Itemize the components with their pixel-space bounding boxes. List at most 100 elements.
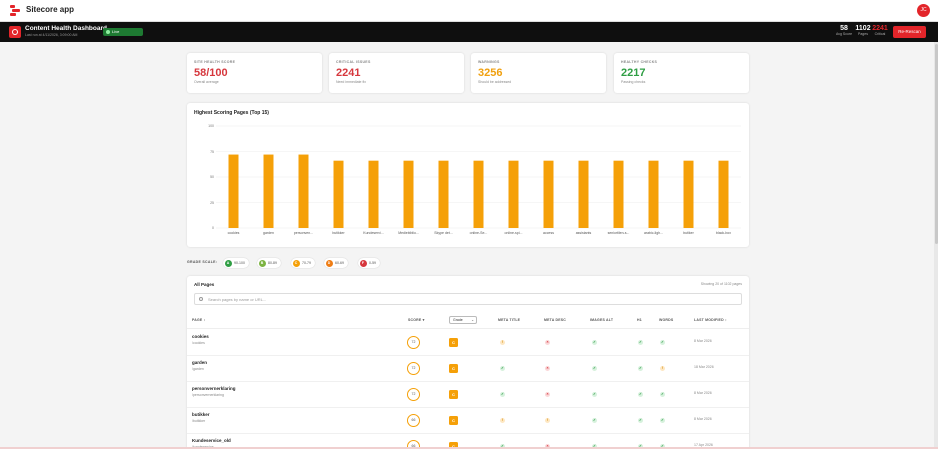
bar[interactable] bbox=[333, 160, 344, 228]
cross-icon: × bbox=[545, 366, 550, 371]
y-tick-label: 25 bbox=[210, 200, 214, 205]
stat-card-label: HEALTHY CHECKS bbox=[621, 60, 658, 64]
check-icon: ✓ bbox=[592, 366, 597, 371]
warning-icon: ! bbox=[660, 366, 665, 371]
check-icon: ✓ bbox=[500, 392, 505, 397]
bar[interactable] bbox=[718, 160, 729, 228]
bottom-edge bbox=[0, 447, 938, 449]
grade-scale-label: GRADE SCALE: bbox=[187, 260, 218, 264]
page-name[interactable]: butikker bbox=[192, 412, 210, 417]
grade-chip-b: B 80-89 bbox=[257, 258, 281, 268]
stat-card-subtext: Overall average bbox=[194, 80, 219, 84]
header-divider bbox=[187, 328, 749, 329]
bar[interactable] bbox=[298, 154, 309, 228]
stat-card-critical-issues: CRITICAL ISSUES 2241 Need immediate fix bbox=[329, 53, 464, 93]
x-tick-label: online-Se... bbox=[469, 231, 488, 235]
bar[interactable] bbox=[438, 160, 449, 228]
stat-card-healthy-checks: HEALTHY CHECKS 2217 Passing checks bbox=[614, 53, 749, 93]
bar[interactable] bbox=[578, 160, 589, 228]
app-bar: Sitecore app JC bbox=[0, 0, 938, 22]
table-row[interactable]: personvernerklaring/personvernerklaring 7… bbox=[187, 382, 749, 408]
check-icon: ✓ bbox=[638, 340, 643, 345]
column-header-meta-desc[interactable]: META DESC bbox=[544, 318, 567, 322]
page-name[interactable]: garden bbox=[192, 360, 208, 365]
page-name[interactable]: Kundeservice_old bbox=[192, 438, 231, 443]
stat-card-value: 2217 bbox=[621, 67, 646, 79]
bar[interactable] bbox=[403, 160, 414, 228]
grade-letter: C bbox=[292, 259, 300, 267]
scrollbar-thumb[interactable] bbox=[934, 44, 938, 244]
stat-card-site-health: SITE HEALTH SCORE 58/100 Overall average bbox=[187, 53, 322, 93]
dashboard-header: Content Health Dashboard Last run at 4/1… bbox=[0, 22, 938, 42]
check-icon: ✓ bbox=[638, 444, 643, 449]
grade-badge: C bbox=[449, 364, 458, 373]
page-path: /garden bbox=[192, 367, 204, 371]
x-tick-label: garden bbox=[263, 231, 274, 235]
check-icon: ✓ bbox=[592, 340, 597, 345]
bar[interactable] bbox=[508, 160, 519, 228]
bar[interactable] bbox=[473, 160, 484, 228]
grade-range: 70-79 bbox=[302, 261, 311, 265]
stat-card-label: WARNINGS bbox=[478, 60, 500, 64]
grade-badge: C bbox=[449, 390, 458, 399]
check-icon: ✓ bbox=[500, 444, 505, 449]
column-header-h1[interactable]: H1 bbox=[637, 318, 642, 322]
warning-icon: ! bbox=[500, 418, 505, 423]
grade-letter: B bbox=[258, 259, 266, 267]
column-header-images-alt[interactable]: IMAGES ALT bbox=[590, 318, 614, 322]
stat-card-value: 3256 bbox=[478, 67, 503, 79]
check-icon: ✓ bbox=[638, 392, 643, 397]
header-stat-label: Critical bbox=[874, 32, 886, 36]
check-icon: ✓ bbox=[660, 340, 665, 345]
check-icon: ✓ bbox=[592, 392, 597, 397]
column-header-score[interactable]: SCORE ▾ bbox=[408, 318, 425, 322]
search-icon bbox=[199, 297, 203, 301]
score-ring: 66 bbox=[407, 414, 420, 427]
last-modified-date: 8 Mar 2026 bbox=[694, 339, 712, 343]
chart-title: Highest Scoring Pages (Top 15) bbox=[194, 110, 269, 116]
score-ring: 72 bbox=[407, 388, 420, 401]
bar[interactable] bbox=[648, 160, 659, 228]
stat-card-value: 58/100 bbox=[194, 67, 228, 79]
check-icon: ✓ bbox=[500, 366, 505, 371]
column-header-words[interactable]: WORDS bbox=[659, 318, 674, 322]
grade-filter-select[interactable]: Grade ⌄ bbox=[449, 316, 477, 324]
table-row[interactable]: butikker/butikker 66 C!! ✓ ✓ ✓ 8 Mar 2026 bbox=[187, 408, 749, 434]
bar[interactable] bbox=[683, 160, 694, 228]
bar[interactable] bbox=[543, 160, 554, 228]
bar[interactable] bbox=[613, 160, 624, 228]
scrollbar[interactable] bbox=[934, 42, 938, 449]
stat-card-label: CRITICAL ISSUES bbox=[336, 60, 371, 64]
x-tick-label: Kundeservi... bbox=[363, 231, 384, 235]
table-row[interactable]: cookies/cookies 72 C! × ✓ ✓ ✓ 8 Mar 2026 bbox=[187, 330, 749, 356]
score-ring: 72 bbox=[407, 336, 420, 349]
bar[interactable] bbox=[368, 160, 379, 228]
check-icon: ✓ bbox=[638, 418, 643, 423]
column-header-meta-title[interactable]: META TITLE bbox=[498, 318, 521, 322]
health-icon bbox=[9, 26, 21, 38]
grade-letter: A bbox=[224, 259, 232, 267]
check-icon: ✓ bbox=[592, 444, 597, 449]
x-tick-label: Skype det... bbox=[434, 231, 453, 235]
table-row[interactable]: garden/garden 72 C ✓ × ✓ ✓! 18 Mar 2026 bbox=[187, 356, 749, 382]
app-title: Sitecore app bbox=[26, 5, 75, 14]
search-input[interactable] bbox=[194, 293, 742, 305]
stat-card-subtext: Passing checks bbox=[621, 80, 646, 84]
header-stat-label: Pages bbox=[858, 32, 868, 36]
bar[interactable] bbox=[263, 154, 274, 228]
column-header-page[interactable]: PAGE ↕ bbox=[192, 318, 206, 322]
bar[interactable] bbox=[228, 154, 239, 228]
grade-chip-f: F 0-59 bbox=[358, 258, 381, 268]
x-tick-label: cookies bbox=[227, 231, 240, 235]
x-tick-label: assistants bbox=[575, 231, 592, 235]
rescan-button[interactable]: Re-Rescan bbox=[893, 26, 926, 38]
x-tick-label: black-box bbox=[716, 231, 731, 235]
column-header-last-modified[interactable]: LAST MODIFIED ↕ bbox=[694, 318, 727, 322]
x-tick-label: online-spi... bbox=[504, 231, 523, 235]
grade-chip-a: A 90-100 bbox=[223, 258, 249, 268]
page-name[interactable]: cookies bbox=[192, 334, 209, 339]
x-tick-label: butiker bbox=[683, 231, 694, 235]
grade-range: 60-69 bbox=[335, 261, 344, 265]
avatar[interactable]: JC bbox=[917, 4, 930, 17]
page-name[interactable]: personvernerklaring bbox=[192, 386, 236, 391]
